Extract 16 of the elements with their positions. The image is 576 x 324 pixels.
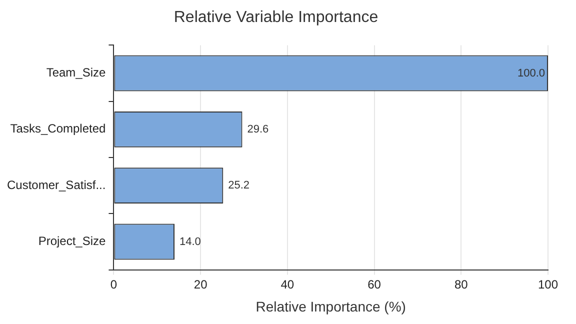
y-tick-label: Customer_Satisf... <box>7 178 106 192</box>
x-tick-label: 80 <box>454 277 468 292</box>
data-label: 25.2 <box>228 180 250 192</box>
y-tick-label: Tasks_Completed <box>10 122 106 136</box>
x-tick-label: 40 <box>280 277 294 292</box>
data-label: 14.0 <box>180 236 201 248</box>
y-tick-label: Team_Size <box>46 66 106 80</box>
x-axis-title: Relative Importance (%) <box>256 298 406 314</box>
chart-title: Relative Variable Importance <box>174 9 378 26</box>
data-label: 29.6 <box>247 123 269 136</box>
data-label: 100.0 <box>517 67 545 80</box>
x-tick-label: 0 <box>110 277 118 292</box>
x-tick-label: 100 <box>538 277 558 292</box>
y-tick-label: Project_Size <box>38 234 106 248</box>
x-tick-label: 20 <box>194 277 208 292</box>
x-tick-label: 60 <box>368 277 382 292</box>
